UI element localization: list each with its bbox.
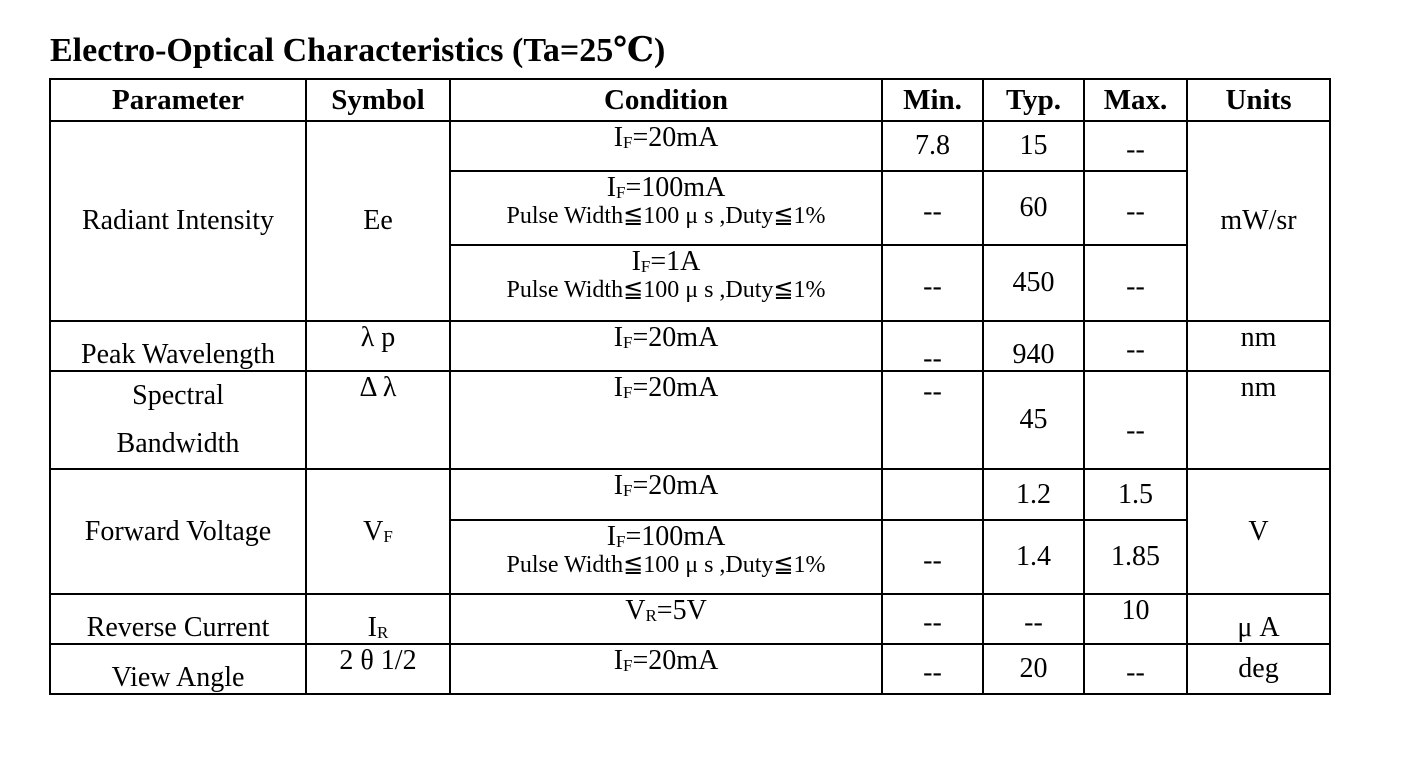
header-units: Units (1186, 78, 1331, 122)
condition-cell: IF=20mA (449, 643, 883, 695)
param-radiant-intensity: Radiant Intensity (49, 120, 307, 322)
units-view-angle: deg (1186, 643, 1331, 695)
header-row: Parameter Symbol Condition Min. Typ. Max… (49, 78, 1331, 122)
typ-value: 20 (982, 643, 1085, 695)
condition-text: IF=20mA (613, 122, 719, 153)
condition-text: VR=5V (625, 595, 707, 626)
condition-text: IF=20mA (613, 372, 719, 403)
max-value: -- (1083, 170, 1188, 246)
max-value: 1.5 (1083, 468, 1188, 521)
symbol-view-angle: 2 θ 1/2 (305, 643, 451, 695)
page-title: Electro-Optical Characteristics (Ta=25℃) (50, 32, 666, 69)
condition-cell: IF=100mA Pulse Width≦100 μ s ,Duty≦1% (449, 170, 883, 246)
condition-cell: IF=1A Pulse Width≦100 μ s ,Duty≦1% (449, 244, 883, 322)
min-value: -- (881, 593, 984, 645)
max-value: 1.85 (1083, 519, 1188, 595)
condition-text: IF=20mA (613, 470, 719, 501)
condition-text: IF=20mA (613, 322, 719, 353)
condition-text: IF=100mA (606, 521, 726, 552)
condition-cell: IF=20mA (449, 120, 883, 172)
param-reverse-current: Reverse Current (49, 593, 307, 645)
header-max: Max. (1083, 78, 1188, 122)
max-value: -- (1083, 370, 1188, 470)
typ-value: 1.2 (982, 468, 1085, 521)
typ-value: -- (982, 593, 1085, 645)
units-reverse-current: μ A (1186, 593, 1331, 645)
max-value: -- (1083, 643, 1188, 695)
condition-note: Pulse Width≦100 μ s ,Duty≦1% (506, 277, 826, 304)
header-symbol: Symbol (305, 78, 451, 122)
header-typ: Typ. (982, 78, 1085, 122)
table-row: View Angle 2 θ 1/2 IF=20mA -- 20 -- deg (49, 643, 1331, 695)
param-view-angle: View Angle (49, 643, 307, 695)
min-value (881, 468, 984, 521)
condition-note: Pulse Width≦100 μ s ,Duty≦1% (506, 552, 826, 579)
condition-text: IF=1A (631, 246, 701, 277)
table-row: IF=1A Pulse Width≦100 μ s ,Duty≦1% -- 45… (50, 244, 1330, 322)
condition-cell: IF=20mA (449, 320, 883, 372)
condition-cell: IF=20mA (449, 370, 883, 470)
param-peak-wavelength: Peak Wavelength (49, 320, 307, 372)
table-row: IF=100mA Pulse Width≦100 μ s ,Duty≦1% --… (50, 170, 1330, 246)
typ-value: 450 (982, 244, 1085, 322)
table-row: Radiant Intensity Ee IF=20mA 7.8 15 -- m… (49, 120, 1331, 322)
param-spectral-bandwidth: Spectral Bandwidth (49, 370, 307, 470)
typ-value: 1.4 (982, 519, 1085, 595)
symbol-forward-voltage: VF (305, 468, 451, 595)
condition-text: IF=20mA (613, 645, 719, 676)
typ-value: 15 (982, 120, 1085, 172)
max-value: -- (1083, 120, 1188, 172)
table-row: Forward Voltage VF IF=20mA 1.2 1.5 V (49, 468, 1331, 595)
units-spectral-bandwidth: nm (1186, 370, 1331, 470)
min-value: 7.8 (881, 120, 984, 172)
min-value: -- (881, 519, 984, 595)
typ-value: 940 (982, 320, 1085, 372)
min-value: -- (881, 170, 984, 246)
condition-note: Pulse Width≦100 μ s ,Duty≦1% (506, 203, 826, 230)
min-value: -- (881, 320, 984, 374)
symbol-radiant-intensity: Ee (305, 120, 451, 322)
min-value: -- (881, 643, 984, 695)
units-peak-wavelength: nm (1186, 320, 1331, 372)
condition-cell: IF=100mA Pulse Width≦100 μ s ,Duty≦1% (449, 519, 883, 595)
typ-value: 45 (982, 370, 1085, 470)
table-row: Peak Wavelength λ p IF=20mA -- 940 -- nm (49, 320, 1331, 374)
condition-cell: VR=5V (449, 593, 883, 645)
table-row: IF=100mA Pulse Width≦100 μ s ,Duty≦1% --… (50, 519, 1330, 595)
symbol-spectral-bandwidth: Δ λ (305, 370, 451, 470)
header-condition: Condition (449, 78, 883, 122)
max-value: -- (1083, 244, 1188, 322)
condition-text: IF=100mA (606, 172, 726, 203)
typ-value: 60 (982, 170, 1085, 246)
units-radiant-intensity: mW/sr (1186, 120, 1331, 322)
max-value: 10 (1083, 593, 1188, 645)
symbol-reverse-current: IR (305, 593, 451, 645)
min-value: -- (881, 370, 984, 470)
table-row: Spectral Bandwidth Δ λ IF=20mA -- 45 -- … (49, 370, 1331, 470)
symbol-peak-wavelength: λ p (305, 320, 451, 372)
header-min: Min. (881, 78, 984, 122)
characteristics-table: Parameter Symbol Condition Min. Typ. Max… (49, 78, 1331, 695)
max-value: -- (1083, 320, 1188, 372)
condition-cell: IF=20mA (449, 468, 883, 521)
header-parameter: Parameter (49, 78, 307, 122)
units-forward-voltage: V (1186, 468, 1331, 595)
min-value: -- (881, 244, 984, 322)
param-forward-voltage: Forward Voltage (49, 468, 307, 595)
table-row: Reverse Current IR VR=5V -- -- 10 μ A (49, 593, 1331, 645)
